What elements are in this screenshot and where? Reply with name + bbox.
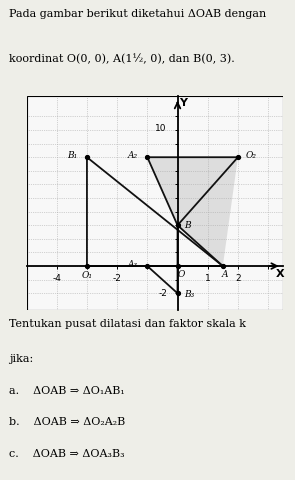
Text: -2: -2: [158, 289, 167, 298]
Text: b.    ΔOAB ⇒ ΔO₂A₂B: b. ΔOAB ⇒ ΔO₂A₂B: [9, 417, 125, 427]
Text: O₁: O₁: [81, 271, 92, 280]
Text: -4: -4: [52, 274, 61, 283]
Text: B: B: [184, 221, 191, 230]
Text: 2: 2: [235, 274, 241, 283]
Polygon shape: [147, 157, 238, 266]
Text: A: A: [222, 270, 228, 279]
Text: a.    ΔOAB ⇒ ΔO₁AB₁: a. ΔOAB ⇒ ΔO₁AB₁: [9, 385, 124, 396]
Text: A₃: A₃: [128, 260, 138, 268]
Text: B₃: B₃: [184, 290, 194, 299]
Text: Pada gambar berikut diketahui ΔOAB dengan: Pada gambar berikut diketahui ΔOAB denga…: [9, 9, 266, 19]
Text: O₂: O₂: [245, 151, 256, 160]
Text: O: O: [178, 270, 185, 279]
Text: 10: 10: [155, 124, 167, 133]
Text: -2: -2: [113, 274, 122, 283]
Text: A₂: A₂: [128, 151, 138, 160]
Text: 1: 1: [205, 274, 211, 283]
Text: koordinat O(0, 0), A(1½, 0), dan B(0, 3).: koordinat O(0, 0), A(1½, 0), dan B(0, 3)…: [9, 53, 235, 64]
Text: Y: Y: [180, 98, 188, 108]
Text: jika:: jika:: [9, 354, 33, 364]
Text: c.    ΔOAB ⇒ ΔOA₃B₃: c. ΔOAB ⇒ ΔOA₃B₃: [9, 448, 124, 458]
Text: X: X: [276, 268, 284, 278]
Text: B₁: B₁: [68, 151, 78, 160]
Text: Tentukan pusat dilatasi dan faktor skala k: Tentukan pusat dilatasi dan faktor skala…: [9, 319, 246, 329]
